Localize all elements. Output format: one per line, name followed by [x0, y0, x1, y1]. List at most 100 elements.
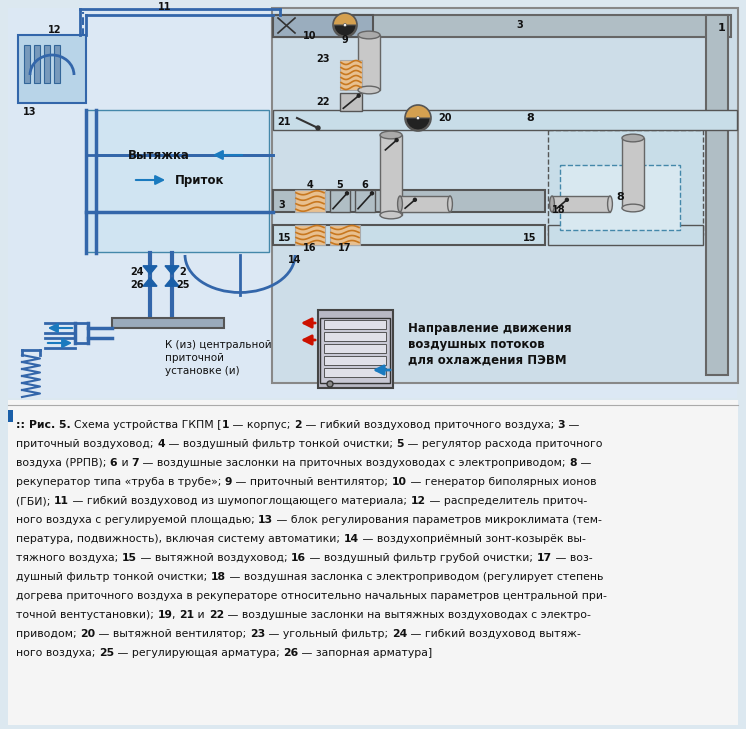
Text: 2: 2 [294, 420, 301, 430]
Text: — генератор биполярных ионов: — генератор биполярных ионов [407, 477, 596, 487]
Text: 26: 26 [131, 280, 144, 290]
Text: (ГБИ);: (ГБИ); [16, 496, 54, 506]
Text: — распределитель приточ-: — распределитель приточ- [425, 496, 587, 506]
Text: Приток: Приток [175, 174, 225, 187]
Text: ,: , [172, 610, 179, 620]
Text: 25: 25 [176, 280, 189, 290]
Text: воздушных потоков: воздушных потоков [408, 338, 545, 351]
Ellipse shape [622, 134, 644, 142]
Text: установке (и): установке (и) [165, 366, 239, 376]
Text: — воздушные заслонки на вытяжных воздуховодах с электро-: — воздушные заслонки на вытяжных воздухо… [224, 610, 591, 620]
Circle shape [395, 139, 398, 141]
Circle shape [565, 198, 568, 201]
Text: — корпус;: — корпус; [229, 420, 294, 430]
Text: тяжного воздуха;: тяжного воздуха; [16, 553, 122, 563]
Text: — приточный вентилятор;: — приточный вентилятор; [232, 477, 392, 487]
Text: — гибкий воздуховод из шумопоглощающего материала;: — гибкий воздуховод из шумопоглощающего … [69, 496, 410, 506]
Text: приточный воздуховод;: приточный воздуховод; [16, 439, 157, 449]
Text: 1: 1 [718, 23, 726, 33]
Circle shape [405, 105, 431, 131]
Text: — регулирующая арматура;: — регулирующая арматура; [114, 648, 283, 658]
Circle shape [316, 126, 320, 130]
Bar [320, 318, 390, 383]
Text: рекуператор типа «труба в трубе»;: рекуператор типа «труба в трубе»; [16, 477, 225, 487]
Text: 3: 3 [517, 20, 524, 30]
Text: 13: 13 [258, 515, 273, 525]
Text: 23: 23 [316, 54, 330, 64]
Text: и: и [118, 458, 131, 468]
Polygon shape [143, 266, 157, 274]
Bar [548, 225, 703, 245]
Bar [54, 45, 60, 83]
Text: 11: 11 [54, 496, 69, 506]
Text: ного воздуха с регулируемой площадью;: ного воздуха с регулируемой площадью; [16, 515, 258, 525]
Text: Направление движения: Направление движения [408, 322, 571, 335]
Bar [560, 165, 680, 230]
Bar [34, 45, 40, 83]
Text: 4: 4 [307, 180, 313, 190]
Text: 5: 5 [336, 180, 343, 190]
Bar [86, 110, 269, 252]
Bar [548, 130, 703, 235]
Text: 25: 25 [99, 648, 114, 658]
Text: 6: 6 [362, 180, 369, 190]
Text: — воздухоприёмный зонт-козырёк вы-: — воздухоприёмный зонт-козырёк вы- [359, 534, 586, 544]
Text: 20: 20 [80, 629, 95, 639]
Text: 16: 16 [291, 553, 306, 563]
Text: душный фильтр тонкой очистки;: душный фильтр тонкой очистки; [16, 572, 211, 582]
Bar [324, 368, 386, 377]
Text: — гибкий воздуховод вытяж-: — гибкий воздуховод вытяж- [407, 629, 581, 639]
Text: — вытяжной вентилятор;: — вытяжной вентилятор; [95, 629, 250, 639]
Text: 6: 6 [110, 458, 118, 468]
Circle shape [371, 192, 374, 195]
Text: 15: 15 [523, 233, 537, 243]
Text: 20: 20 [438, 113, 451, 123]
Wedge shape [334, 25, 356, 36]
Text: 14: 14 [343, 534, 359, 544]
Bar [8, 400, 738, 725]
Text: 26: 26 [283, 648, 298, 658]
Text: — гибкий воздуховод приточного воздуха;: — гибкий воздуховод приточного воздуха; [301, 420, 557, 430]
Text: — блок регулирования параметров микроклимата (тем-: — блок регулирования параметров микрокли… [273, 515, 602, 525]
Text: — воз-: — воз- [551, 553, 592, 563]
Text: для охлаждения ПЭВМ: для охлаждения ПЭВМ [408, 354, 567, 367]
Bar [552, 196, 610, 212]
Text: 8: 8 [616, 192, 624, 202]
Bar [273, 15, 373, 37]
Text: 23: 23 [250, 629, 266, 639]
Bar [18, 35, 86, 103]
Bar [273, 225, 545, 245]
Text: Схема устройства ГКПМ [: Схема устройства ГКПМ [ [75, 420, 222, 430]
Polygon shape [165, 266, 179, 274]
Text: 8: 8 [526, 113, 534, 123]
Circle shape [416, 117, 419, 120]
Bar [340, 60, 362, 90]
Text: приточной: приточной [165, 353, 224, 363]
Text: 4: 4 [157, 439, 165, 449]
Text: пература, подвижность), включая систему автоматики;: пература, подвижность), включая систему … [16, 534, 343, 544]
Bar [272, 8, 738, 383]
Bar [273, 110, 737, 130]
Ellipse shape [398, 196, 402, 212]
Text: 5: 5 [396, 439, 404, 449]
Bar [318, 310, 393, 388]
Bar [330, 225, 360, 245]
Bar [358, 35, 380, 90]
Text: 24: 24 [392, 629, 407, 639]
Text: 9: 9 [342, 35, 348, 45]
Bar [324, 344, 386, 353]
Bar [273, 190, 545, 212]
Text: 17: 17 [536, 553, 551, 563]
Text: 19: 19 [157, 610, 172, 620]
Wedge shape [406, 118, 430, 130]
Text: —: — [577, 458, 591, 468]
Ellipse shape [380, 131, 402, 139]
Text: — воздушные заслонки на приточных воздуховодах с электроприводом;: — воздушные заслонки на приточных воздух… [140, 458, 569, 468]
Text: К (из) центральной: К (из) центральной [165, 340, 272, 350]
Circle shape [333, 13, 357, 37]
Text: — воздушная заслонка с электроприводом (регулирует степень: — воздушная заслонка с электроприводом (… [226, 572, 603, 582]
Bar [340, 93, 362, 111]
Text: — регулятор расхода приточного: — регулятор расхода приточного [404, 439, 602, 449]
Bar [330, 190, 350, 212]
Text: догрева приточного воздуха в рекуператоре относительно начальных параметров цент: догрева приточного воздуха в рекуператор… [16, 591, 607, 601]
